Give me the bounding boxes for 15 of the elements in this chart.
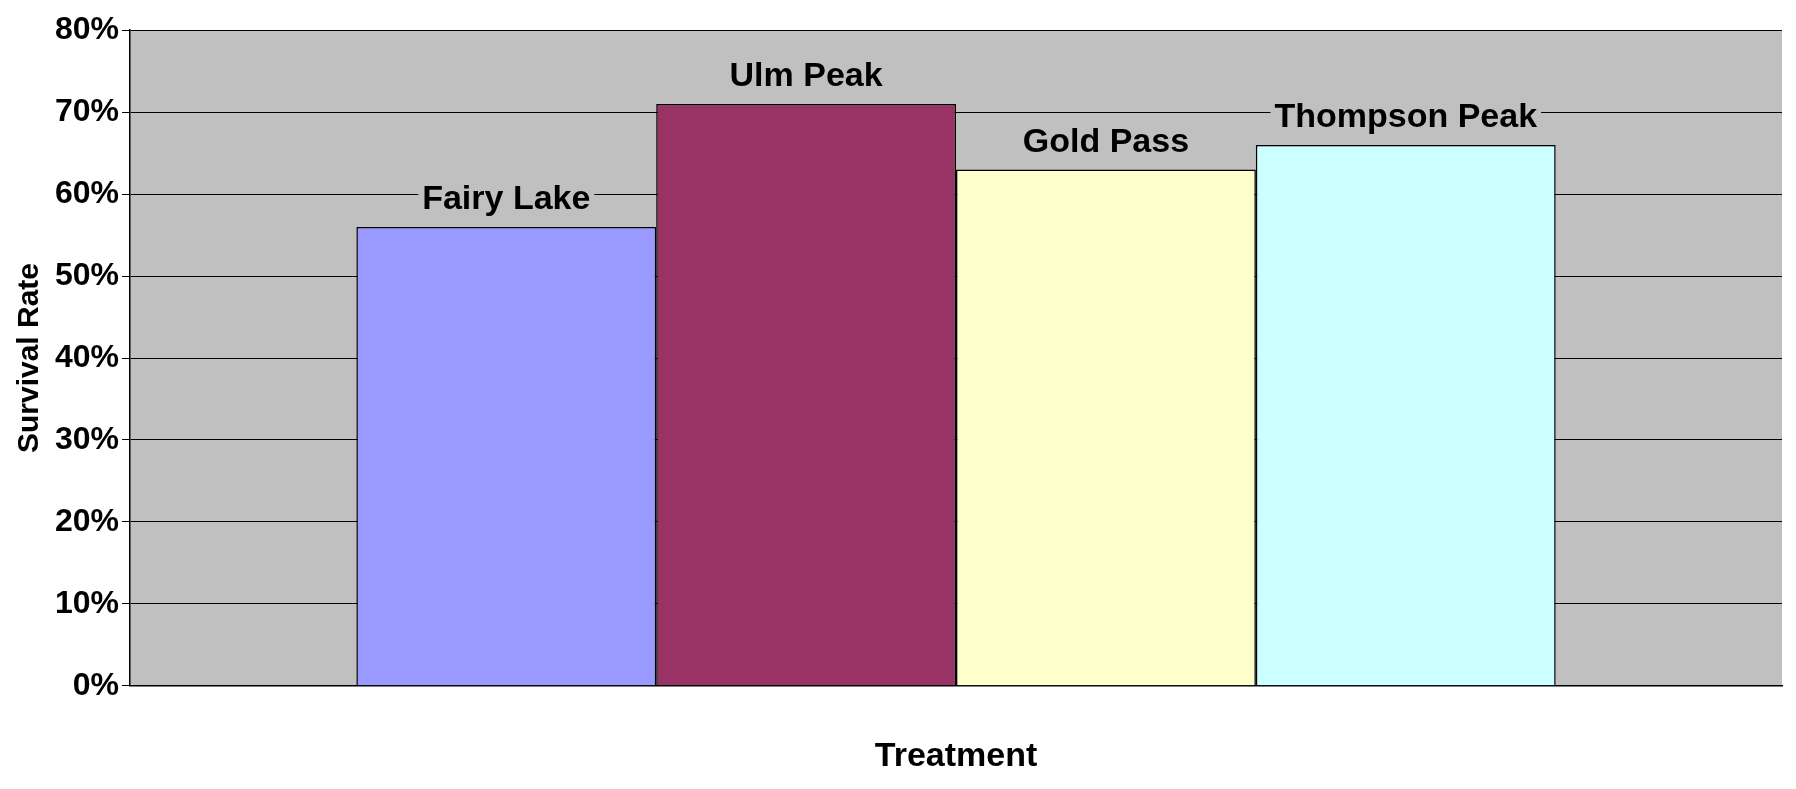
- y-axis-title: Survival Rate: [11, 262, 45, 454]
- y-tick-label: 30%: [55, 419, 120, 456]
- y-tick-label: 60%: [55, 173, 120, 210]
- y-tick-label: 20%: [55, 501, 120, 538]
- series-label: Gold Pass: [1022, 120, 1190, 159]
- y-tick-label: 10%: [55, 583, 120, 620]
- series-label: Fairy Lake: [422, 178, 591, 217]
- y-tick-label: 50%: [55, 255, 120, 292]
- series-label: Thompson Peak: [1274, 96, 1538, 135]
- y-tick-label: 70%: [55, 91, 120, 128]
- y-tick-label: 80%: [55, 10, 120, 47]
- series-label: Ulm Peak: [729, 55, 883, 94]
- x-axis-title: Treatment: [874, 734, 1038, 773]
- y-tick-label: 0%: [72, 665, 120, 702]
- y-tick-label: 40%: [55, 337, 120, 374]
